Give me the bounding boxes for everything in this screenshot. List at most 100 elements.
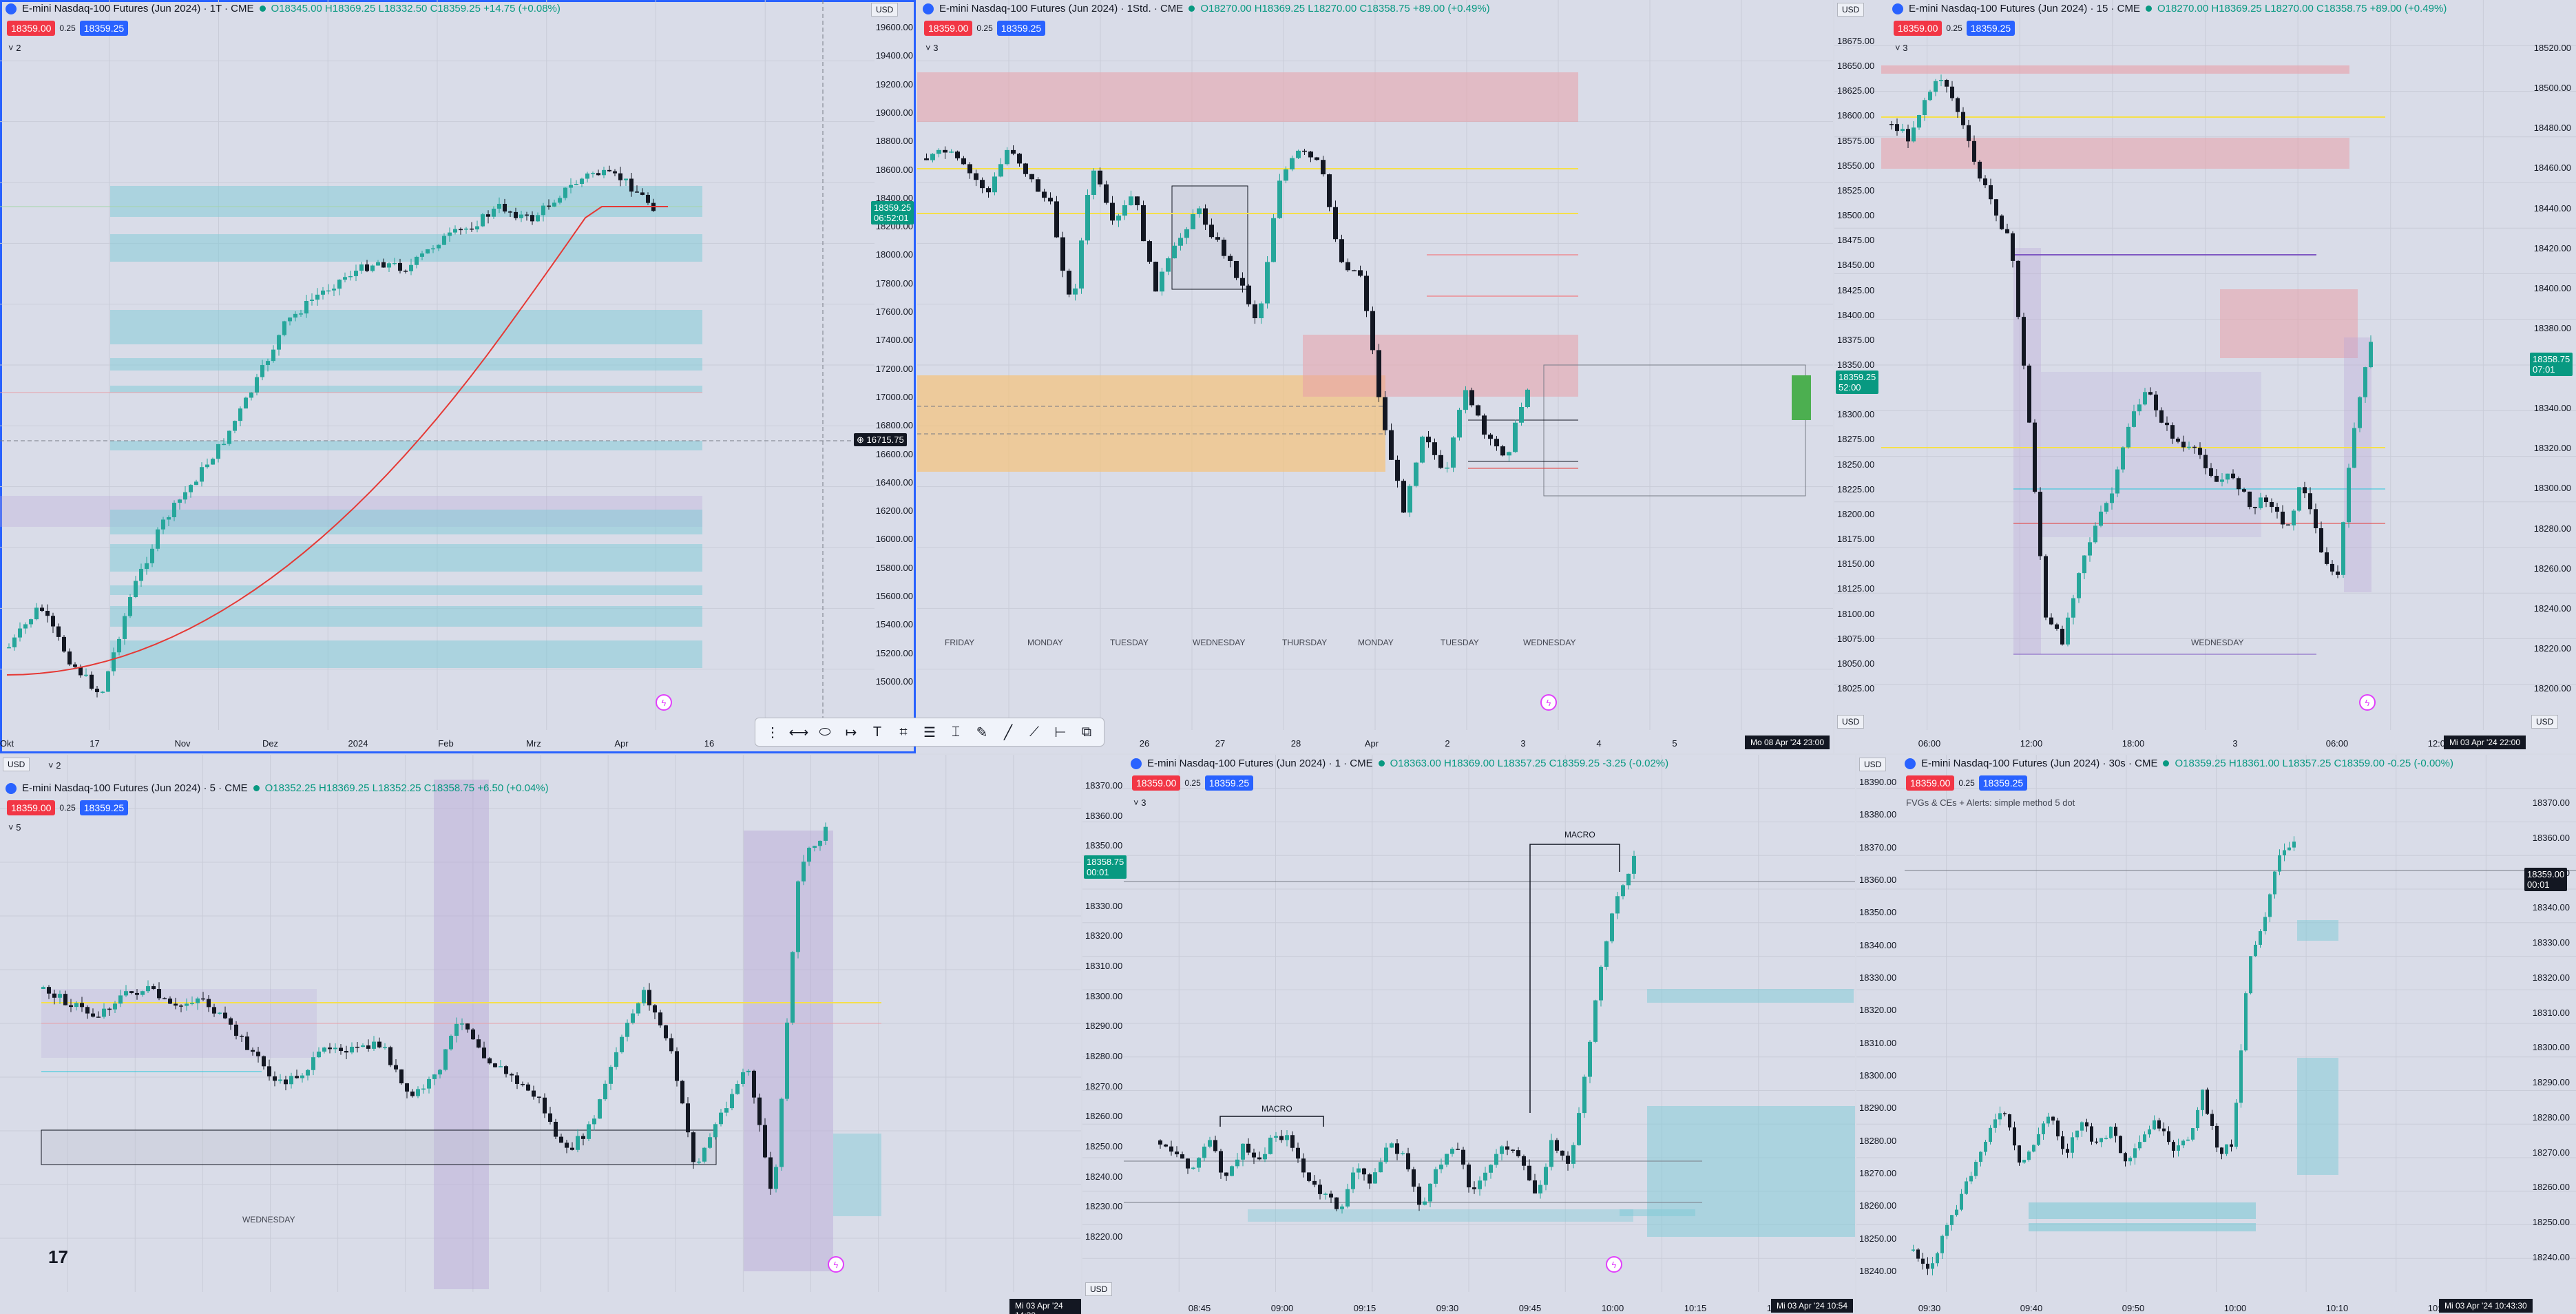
buy-button[interactable]: 18359.25 [79, 800, 129, 815]
candle-body [1940, 1235, 1944, 1253]
price-axis-left[interactable]: 18675.00 18650.00 18625.00 18600.00 18575.00… [1834, 0, 1881, 730]
indicator-toggle[interactable]: ˅ 2 [8, 43, 21, 53]
symbol-title[interactable]: E-mini Nasdaq-100 Futures (Jun 2024) · 3… [1921, 758, 2158, 769]
symbol-title[interactable]: E-mini Nasdaq-100 Futures (Jun 2024) · 1… [939, 3, 1184, 14]
currency-label[interactable]: USD [1085, 1282, 1113, 1296]
chart-pane-2[interactable]: E-mini Nasdaq-100 Futures (Jun 2024) · 1… [917, 0, 1833, 753]
fvg-zone [110, 186, 702, 217]
currency-label[interactable]: USD [1859, 758, 1887, 771]
chart-canvas-1[interactable] [0, 0, 875, 753]
currency-label[interactable]: USD [1837, 3, 1865, 17]
arrow-left-right-icon[interactable]: ⟷ [788, 724, 809, 740]
time-axis[interactable] [0, 1299, 1081, 1314]
price-axis-left[interactable]: 18390.00 18380.00 18370.00 18360.00 18350.00… [1856, 755, 1902, 1292]
time-axis[interactable]: 26 27 28 Apr 2 3 4 5 [917, 734, 1833, 752]
buy-button[interactable]: 18359.25 [1978, 775, 2028, 791]
alert-lightning-icon[interactable]: ϟ [656, 694, 672, 711]
fvg-zone [1248, 1209, 1633, 1222]
indicator-toggle[interactable]: ˅ 3 [1895, 43, 1908, 53]
candle-body [1928, 92, 1932, 101]
chart-pane-5[interactable]: MACRO MACRO E-mini Nasdaq-100 Futures (Ju… [1082, 755, 1855, 1314]
candle-body [333, 1047, 337, 1050]
settings-icon[interactable]: ⧉ [1081, 724, 1092, 740]
line-icon[interactable]: ╱ [1003, 724, 1013, 740]
price-range-icon[interactable]: ☰ [923, 724, 936, 740]
chart-pane-1[interactable]: E-mini Nasdaq-100 Futures (Jun 2024) · 1… [0, 0, 916, 753]
currency-label[interactable]: USD [871, 3, 899, 17]
trend-line-icon[interactable]: ⊢ [1054, 724, 1067, 740]
price-axis-right[interactable]: 18370.0018360.0018350.0018340.0018330.00… [2527, 755, 2573, 1292]
tradingview-logo[interactable]: 17 [48, 1247, 68, 1267]
candle-body [299, 313, 303, 315]
candle-body [614, 1052, 618, 1067]
price-tick: 19600.00 [875, 22, 913, 32]
candle-body [470, 228, 474, 230]
time-tick: 09:50 [2122, 1303, 2145, 1313]
time-axis[interactable]: 06:00 12:00 18:00 3 06:00 12:00 [1881, 734, 2528, 752]
indicator-name[interactable]: FVGs & CEs + Alerts: simple method 5 dot [1906, 797, 2075, 808]
price-axis[interactable]: 18370.0018360.0018350.0018340.0018330.00… [1082, 755, 1124, 1292]
symbol-icon[interactable] [6, 782, 17, 794]
candle-body [289, 1076, 293, 1085]
alert-lightning-icon[interactable]: ϟ [1540, 694, 1557, 711]
candle-body [2165, 422, 2169, 426]
symbol-icon[interactable] [1892, 3, 1903, 14]
chart-pane-6[interactable]: USD E-mini Nasdaq-100 Futures (Jun 2024)… [1856, 755, 2576, 1314]
chart-canvas-2[interactable] [917, 0, 1833, 753]
frame-icon[interactable]: ⌗ [899, 724, 908, 740]
sell-button[interactable]: 18359.00 [7, 800, 56, 815]
sell-button[interactable]: 18359.00 [924, 21, 973, 36]
indicator-toggle[interactable]: ˅ 3 [925, 43, 939, 53]
indicator-toggle[interactable]: ˅ 3 [1133, 797, 1146, 808]
alert-lightning-icon[interactable]: ϟ [1606, 1256, 1622, 1273]
align-icon[interactable]: ⌶ [952, 724, 960, 740]
alert-lightning-icon[interactable]: ϟ [828, 1256, 844, 1273]
ellipse-icon[interactable]: ⬭ [819, 724, 831, 740]
drag-handle-icon[interactable]: ⋮ [766, 724, 779, 740]
alert-lightning-icon[interactable]: ϟ [2359, 694, 2376, 711]
sell-button[interactable]: 18359.00 [1132, 775, 1181, 791]
currency-label[interactable]: USD [3, 758, 30, 771]
candle-body [1945, 1224, 1949, 1236]
symbol-icon[interactable] [923, 3, 934, 14]
sell-button[interactable]: 18359.00 [1894, 21, 1943, 36]
arrow-horizontal-icon[interactable]: ↦ [845, 724, 857, 740]
symbol-title[interactable]: E-mini Nasdaq-100 Futures (Jun 2024) · 1… [22, 3, 254, 14]
drawing-toolbar[interactable]: ⋮ ⟷ ⬭ ↦ T ⌗ ☰ ⌶ ✎ ╱ ⟋ ⊢ ⧉ [755, 718, 1104, 747]
sell-button[interactable]: 18359.00 [7, 21, 56, 36]
symbol-icon[interactable] [1905, 758, 1916, 769]
candle-body [574, 183, 578, 185]
currency-label-bottom-left[interactable]: USD [1837, 715, 1865, 729]
symbol-title[interactable]: E-mini Nasdaq-100 Futures (Jun 2024) · 5… [22, 782, 248, 794]
buy-button[interactable]: 18359.25 [79, 21, 129, 36]
sell-button[interactable]: 18359.00 [1906, 775, 1955, 791]
candle-body [41, 987, 45, 989]
top-indicator-toggle[interactable]: ˅ 2 [48, 760, 61, 771]
chart-canvas-3[interactable] [1834, 0, 2576, 753]
symbol-icon[interactable] [6, 3, 17, 14]
symbol-title[interactable]: E-mini Nasdaq-100 Futures (Jun 2024) · 1… [1147, 758, 1373, 769]
time-axis[interactable]: Okt 17 Nov Dez 2024 Feb Mrz Apr 16 [0, 734, 875, 752]
chart-canvas-4[interactable] [0, 755, 1081, 1314]
currency-label-bottom-right[interactable]: USD [2531, 715, 2559, 729]
price-axis[interactable]: 19600.00 19400.00 19200.00 19000.00 18800.00… [875, 0, 916, 730]
chart-pane-4[interactable]: USD ˅ 2 E-mini Nasdaq-100 Futures (Jun 2… [0, 755, 1081, 1314]
countdown: 00:01 [2527, 879, 2550, 890]
buy-button[interactable]: 18359.25 [996, 21, 1046, 36]
indicator-toggle[interactable]: ˅ 5 [8, 822, 21, 833]
chart-canvas-6[interactable] [1856, 755, 2576, 1314]
market-open-icon [1378, 760, 1385, 766]
chart-canvas-5[interactable]: MACRO MACRO [1082, 755, 1855, 1314]
buy-button[interactable]: 18359.25 [1204, 775, 1254, 791]
text-icon[interactable]: T [872, 724, 882, 740]
candle-body [1060, 237, 1065, 271]
chart-pane-3[interactable]: E-mini Nasdaq-100 Futures (Jun 2024) · 1… [1834, 0, 2576, 753]
brush-icon[interactable]: ✎ [976, 724, 988, 740]
symbol-title[interactable]: E-mini Nasdaq-100 Futures (Jun 2024) · 1… [1909, 3, 2140, 14]
measure-icon[interactable]: ⟋ [1029, 724, 1039, 740]
candle-body [603, 1083, 607, 1100]
buy-button[interactable]: 18359.25 [1966, 21, 2015, 36]
symbol-icon[interactable] [1131, 758, 1142, 769]
